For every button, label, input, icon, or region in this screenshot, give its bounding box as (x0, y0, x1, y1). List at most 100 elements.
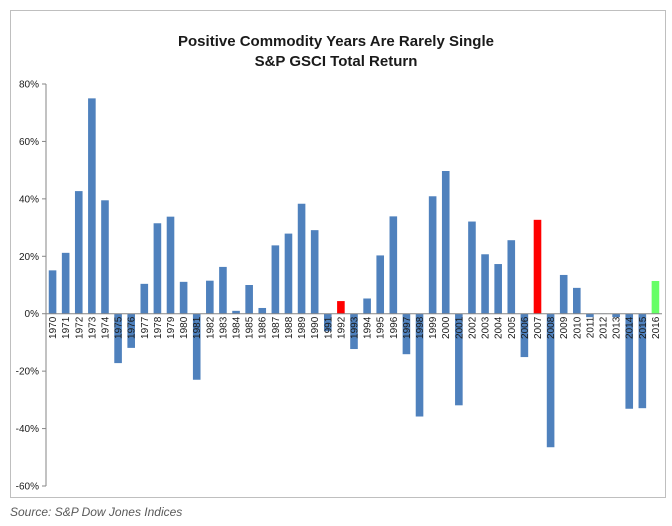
x-tick-label: 2005 (507, 316, 518, 339)
bar-1986 (258, 307, 267, 314)
x-tick-label: 1990 (310, 316, 321, 339)
bar-1983 (219, 266, 227, 314)
bar-1997 (402, 313, 411, 355)
bar-1985 (245, 285, 253, 314)
bar-2001 (455, 313, 463, 406)
bar-2014 (625, 313, 634, 409)
bar-1977 (140, 283, 149, 314)
bar-1990 (310, 230, 319, 314)
bar-2010 (573, 287, 581, 314)
bar-2006 (520, 313, 529, 358)
bar-2016 (651, 280, 660, 314)
bar-1973 (88, 98, 96, 314)
bar-1989 (297, 203, 306, 314)
x-tick-label: 1979 (166, 316, 177, 339)
x-tick-label: 1997 (402, 316, 413, 339)
x-tick-label: 2007 (533, 316, 544, 339)
bar-1981 (192, 313, 201, 380)
bar-1971 (61, 252, 70, 314)
x-tick-label: 1987 (271, 316, 282, 339)
bar-2002 (468, 221, 476, 314)
bar-1976 (127, 313, 135, 348)
bar-1975 (114, 313, 122, 364)
x-tick-label: 1998 (415, 316, 426, 339)
bar-2003 (481, 254, 489, 314)
bar-1979 (166, 216, 175, 314)
chart-frame (10, 10, 666, 498)
x-tick-label: 1999 (428, 316, 439, 339)
bar-2000 (441, 171, 450, 314)
y-tick-label: 40% (19, 194, 39, 205)
x-tick-label: 2012 (599, 316, 610, 339)
x-tick-label: 2001 (454, 316, 465, 339)
bar-1992 (337, 301, 345, 314)
x-tick-label: 2008 (546, 316, 557, 339)
bar-1984 (232, 310, 240, 314)
x-tick-label: 1989 (297, 316, 308, 339)
x-tick-label: 1982 (205, 316, 216, 339)
x-tick-label: 1971 (61, 316, 72, 339)
x-tick-label: 1977 (140, 316, 151, 339)
x-tick-label: 1996 (389, 316, 400, 339)
x-tick-label: 1985 (245, 316, 256, 339)
x-tick-label: 1992 (336, 316, 347, 339)
bar-1998 (415, 313, 424, 417)
x-tick-label: 2000 (441, 316, 452, 339)
x-tick-label: 2011 (585, 316, 596, 338)
bar-1994 (363, 298, 371, 314)
x-tick-label: 2010 (572, 316, 583, 339)
bar-1970 (48, 270, 57, 314)
bar-2011 (586, 313, 594, 318)
x-tick-label: 1978 (153, 316, 164, 339)
x-tick-label: 1994 (363, 316, 374, 339)
x-tick-label: 1980 (179, 316, 190, 339)
bar-2013 (612, 313, 620, 318)
bar-1980 (179, 281, 188, 314)
x-tick-label: 1986 (258, 316, 269, 339)
bar-1972 (74, 191, 83, 314)
chart-title: Positive Commodity Years Are Rarely Sing… (178, 33, 494, 50)
bar-1993 (350, 313, 358, 350)
bar-2005 (507, 240, 516, 314)
y-tick-label: 0% (25, 309, 40, 320)
x-tick-label: 1991 (323, 316, 334, 339)
x-tick-label: 1975 (114, 316, 125, 339)
source-note: Source: S&P Dow Jones Indices (10, 505, 183, 519)
bar-2008 (546, 313, 555, 448)
x-tick-label: 2014 (625, 316, 636, 339)
y-tick-label: -60% (16, 482, 39, 493)
x-tick-label: 1972 (74, 316, 85, 339)
x-tick-label: 2002 (467, 316, 478, 339)
x-tick-label: 1984 (232, 316, 243, 339)
y-tick-label: 20% (19, 252, 39, 263)
bar-1974 (101, 200, 109, 314)
x-tick-label: 1995 (376, 316, 387, 339)
x-tick-label: 1983 (218, 316, 229, 339)
x-tick-label: 1976 (127, 316, 138, 339)
x-tick-label: 1981 (192, 316, 203, 339)
bar-1978 (153, 223, 162, 314)
x-tick-label: 1974 (100, 316, 111, 339)
x-tick-label: 2003 (481, 316, 492, 339)
bar-1995 (376, 255, 385, 314)
x-tick-label: 2009 (559, 316, 570, 339)
x-tick-label: 2006 (520, 316, 531, 339)
x-tick-label: 2015 (638, 316, 649, 339)
bar-1996 (389, 216, 398, 314)
x-tick-label: 1970 (48, 316, 59, 339)
y-tick-label: -20% (16, 367, 39, 378)
bar-1999 (428, 196, 437, 314)
y-tick-label: -40% (16, 424, 39, 435)
x-tick-label: 2016 (651, 316, 662, 339)
x-tick-label: 2004 (494, 316, 505, 339)
x-tick-label: 2013 (612, 316, 623, 339)
bar-2015 (638, 313, 647, 409)
x-tick-label: 1973 (87, 316, 98, 339)
bar-1991 (323, 313, 332, 332)
y-tick-label: 80% (19, 80, 39, 91)
y-tick-label: 60% (19, 137, 39, 148)
x-tick-label: 1988 (284, 316, 295, 339)
x-tick-label: 1993 (350, 316, 361, 339)
bar-1987 (271, 245, 280, 314)
